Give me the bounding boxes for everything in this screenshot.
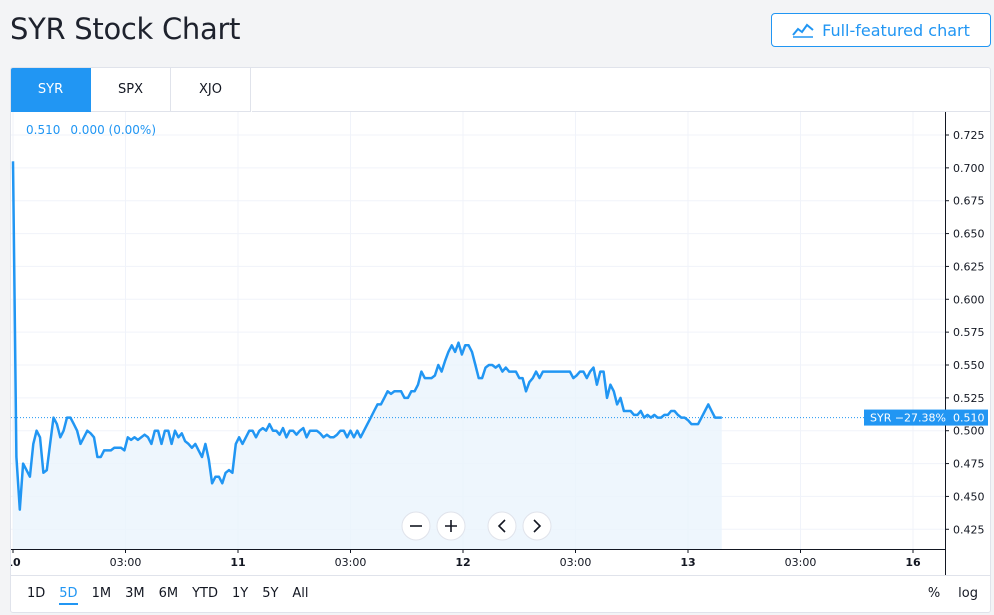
range-3m[interactable]: 3M xyxy=(125,586,145,601)
plus-icon xyxy=(445,520,457,532)
scroll-left-button[interactable] xyxy=(487,511,517,541)
y-tick-label: 0.425 xyxy=(953,523,985,536)
price-chart[interactable]: 0.725 0.700 0.675 0.650 0.625 0.600 0.575 0.550… xyxy=(11,68,991,576)
y-tick-label: 0.675 xyxy=(953,195,985,208)
price-area xyxy=(13,161,722,550)
y-tick-label: 0.450 xyxy=(953,490,985,503)
price-badge-label: SYR −27.38% xyxy=(870,412,946,425)
y-tick-label: 0.550 xyxy=(953,359,985,372)
price-line xyxy=(11,161,722,511)
legend-change: 0.000 (0.00%) xyxy=(70,123,157,137)
symbol-tabs: SYR SPX XJO xyxy=(11,68,251,112)
y-tick-label: 0.525 xyxy=(953,392,985,405)
zoom-out-button[interactable] xyxy=(401,511,431,541)
bottom-divider xyxy=(11,575,990,576)
tab-syr[interactable]: SYR xyxy=(11,68,91,112)
y-tick-label: 0.650 xyxy=(953,228,985,241)
tab-divider xyxy=(252,111,990,112)
zoom-in-button[interactable] xyxy=(436,511,466,541)
y-tick-label: 0.725 xyxy=(953,129,985,142)
price-badge-value: 0.510 xyxy=(953,412,985,425)
x-tick-label: 12 xyxy=(455,556,470,569)
x-tick-label: 03:00 xyxy=(785,556,817,569)
tab-spx[interactable]: SPX xyxy=(91,68,171,112)
chart-card: SYR SPX XJO 0.725 0.700 0.675 0.650 0.625 0.6… xyxy=(10,67,991,613)
x-tick-label: 03:00 xyxy=(110,556,142,569)
y-tick-label: 0.700 xyxy=(953,162,985,175)
scroll-right-button[interactable] xyxy=(522,511,552,541)
page-title: SYR Stock Chart xyxy=(10,12,241,46)
y-tick-label: 0.500 xyxy=(953,425,985,438)
range-1m[interactable]: 1M xyxy=(91,586,112,601)
log-toggle[interactable]: log xyxy=(958,586,978,601)
full-featured-chart-button[interactable]: Full-featured chart xyxy=(771,13,991,47)
full-featured-chart-label: Full-featured chart xyxy=(822,20,970,40)
range-6m[interactable]: 6M xyxy=(158,586,179,601)
x-tick-label: 11 xyxy=(230,556,245,569)
price-legend: 0.510 0.000 (0.00%) xyxy=(26,123,156,137)
price-badge-right xyxy=(946,409,988,426)
range-1d[interactable]: 1D xyxy=(27,586,46,601)
range-ytd[interactable]: YTD xyxy=(192,586,218,601)
range-1y[interactable]: 1Y xyxy=(231,586,249,601)
range-5d[interactable]: 5D xyxy=(59,586,78,605)
chevron-right-icon xyxy=(533,519,542,533)
tab-xjo[interactable]: XJO xyxy=(171,68,251,112)
y-tick-label: 0.575 xyxy=(953,326,985,339)
percent-toggle[interactable]: % xyxy=(927,586,941,601)
legend-price: 0.510 xyxy=(26,123,61,137)
x-tick-label: 03:00 xyxy=(335,556,367,569)
x-tick-label: 10 xyxy=(11,556,21,569)
y-tick-label: 0.625 xyxy=(953,260,985,273)
x-tick-label: 13 xyxy=(680,556,695,569)
range-selector: 1D 5D 1M 3M 6M YTD 1Y 5Y All xyxy=(27,586,323,605)
range-5y[interactable]: 5Y xyxy=(262,586,279,601)
chevron-left-icon xyxy=(497,519,506,533)
price-badge-left xyxy=(864,409,946,426)
chart-line-icon xyxy=(792,23,814,38)
x-tick-label: 03:00 xyxy=(560,556,592,569)
y-tick-label: 0.475 xyxy=(953,458,985,471)
y-tick-label: 0.600 xyxy=(953,293,985,306)
range-all[interactable]: All xyxy=(292,586,309,601)
scale-options: % log xyxy=(928,586,978,601)
x-tick-label: 16 xyxy=(905,556,921,569)
